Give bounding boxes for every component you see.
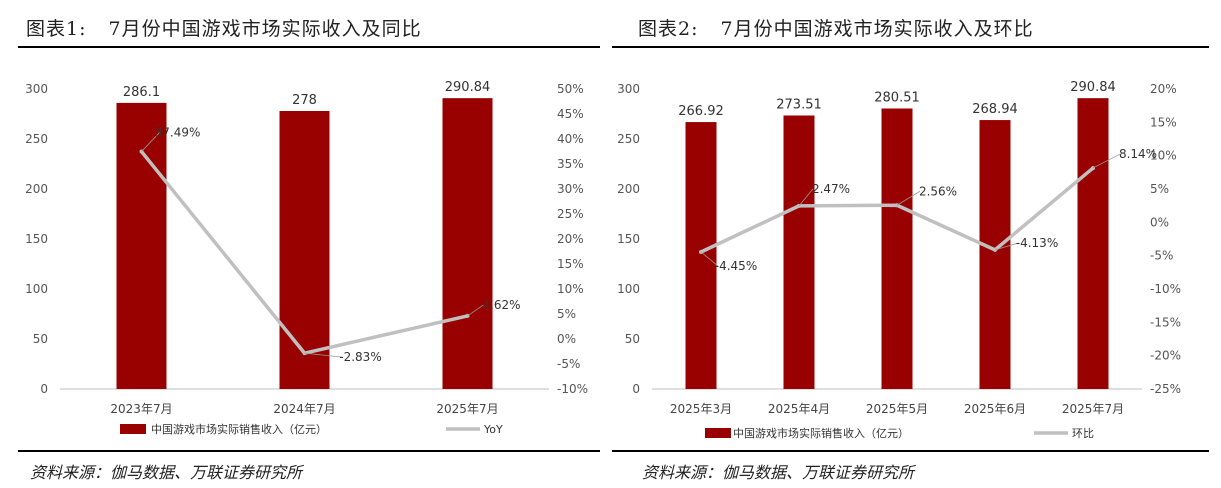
- legend-line-label: 环比: [1072, 427, 1094, 440]
- chart-2-title: 图表2: 7月份中国游戏市场实际收入及环比: [638, 18, 1034, 40]
- right-axis-tick-label: 20%: [557, 232, 584, 246]
- bar: [279, 111, 330, 389]
- line-data-label: -4.13%: [1016, 236, 1058, 250]
- source-rule: [612, 450, 1209, 452]
- right-axis-tick-label: -5%: [557, 357, 580, 371]
- right-axis-tick-label: 0%: [557, 332, 576, 346]
- category-label: 2024年7月: [273, 402, 335, 416]
- left-axis-tick-label: 150: [617, 232, 640, 246]
- category-label: 2025年7月: [1062, 402, 1124, 416]
- bar-data-label: 273.51: [776, 97, 822, 112]
- line-label-leader: [1092, 153, 1121, 169]
- right-axis-tick-label: 10%: [557, 282, 584, 296]
- chart-panel-1: 图表1: 7月份中国游戏市场实际收入及同比 0 50 100 150 200 250 300 -…: [0, 0, 600, 488]
- line-data-label: 4.62%: [482, 298, 520, 312]
- right-axis-tick-label: -15%: [1150, 315, 1181, 329]
- bar-data-label: 268.94: [972, 102, 1018, 117]
- line-label-leader: [994, 242, 1020, 251]
- category-label: 2023年7月: [110, 402, 172, 416]
- bar-data-label: 266.92: [678, 104, 724, 119]
- source-rule: [18, 450, 600, 452]
- bar: [442, 98, 493, 389]
- line-data-label: 37.49%: [155, 126, 201, 140]
- right-axis-tick-label: 50%: [557, 82, 584, 96]
- bar: [881, 108, 913, 390]
- left-axis-tick-label: 150: [25, 232, 48, 246]
- category-label: 2025年4月: [768, 402, 830, 416]
- category-label: 2025年7月: [436, 402, 498, 416]
- bar: [979, 120, 1011, 389]
- left-axis-tick-label: 250: [25, 132, 48, 146]
- right-axis-tick-label: -10%: [1150, 282, 1181, 296]
- title-rule: [18, 46, 600, 48]
- right-axis-tick-label: 10%: [1150, 149, 1177, 163]
- right-axis-tick-label: 5%: [557, 307, 576, 321]
- left-axis-tick-label: 200: [25, 182, 48, 196]
- left-axis-tick-label: 50: [33, 332, 48, 346]
- category-label: 2025年6月: [964, 402, 1026, 416]
- left-axis-tick-label: 250: [617, 132, 640, 146]
- right-axis-tick-label: 15%: [1150, 115, 1177, 129]
- line-label-leader: [467, 304, 484, 317]
- chart-1-source: 资料来源：伽马数据、万联证券研究所: [30, 463, 303, 482]
- line-label-leader: [798, 188, 814, 207]
- category-label: 2025年3月: [670, 402, 732, 416]
- left-axis-tick-label: 300: [25, 82, 48, 96]
- category-label: 2025年5月: [866, 402, 928, 416]
- left-axis-tick-label: 0: [40, 382, 48, 396]
- legend-bar-swatch: [705, 428, 731, 438]
- chart-2: 0 50 100 150 200 250 300 -25% -20% -15% -10% -5% 0% 5…: [617, 80, 1181, 440]
- bar-data-label: 280.51: [874, 90, 920, 105]
- right-axis-tick-label: 15%: [557, 257, 584, 271]
- bar-data-label: 278: [292, 93, 317, 108]
- right-axis-tick-label: -5%: [1150, 249, 1173, 263]
- left-axis-tick-label: 50: [625, 332, 640, 346]
- right-axis-tick-label: -10%: [557, 382, 588, 396]
- line-data-label: 2.47%: [812, 182, 850, 196]
- bar: [1077, 98, 1109, 389]
- legend-bar-swatch: [120, 424, 146, 434]
- bar: [685, 122, 717, 389]
- line-label-leader: [896, 190, 921, 206]
- line-data-label: 2.56%: [919, 184, 957, 198]
- legend-bar-label: 中国游戏市场实际销售收入（亿元）: [151, 422, 327, 436]
- right-axis-tick-label: 5%: [1150, 182, 1169, 196]
- legend-line-label: YoY: [483, 423, 503, 436]
- left-axis-tick-label: 100: [617, 282, 640, 296]
- chart-2-source: 资料来源：伽马数据、万联证券研究所: [642, 463, 915, 482]
- left-axis-tick-label: 0: [632, 382, 640, 396]
- title-rule: [612, 46, 1209, 48]
- legend-bar-label: 中国游戏市场实际销售收入（亿元）: [733, 426, 909, 440]
- left-axis-tick-label: 300: [617, 82, 640, 96]
- right-axis-tick-label: 40%: [557, 132, 584, 146]
- line-label-leader: [304, 352, 343, 358]
- right-axis-tick-label: 45%: [557, 107, 584, 121]
- right-axis-tick-label: 20%: [1150, 82, 1177, 96]
- line-label-leader: [700, 251, 719, 267]
- right-axis-tick-label: -20%: [1150, 349, 1181, 363]
- right-axis-tick-label: -25%: [1150, 382, 1181, 396]
- line-label-leader: [141, 132, 160, 152]
- chart-panel-2: 图表2: 7月份中国游戏市场实际收入及环比 0 50 100 150 200 250 300 -…: [612, 0, 1221, 488]
- right-axis-tick-label: 25%: [557, 207, 584, 221]
- chart-1-title: 图表1: 7月份中国游戏市场实际收入及同比: [26, 18, 422, 40]
- bar-data-label: 286.1: [123, 85, 160, 100]
- line-data-label: 8.14%: [1119, 147, 1157, 161]
- bar-data-label: 290.84: [1070, 80, 1116, 95]
- bar-data-label: 290.84: [445, 80, 491, 95]
- left-axis-tick-label: 200: [617, 182, 640, 196]
- left-axis-tick-label: 100: [25, 282, 48, 296]
- line-data-label: -2.83%: [339, 350, 381, 364]
- bar: [116, 102, 167, 390]
- right-axis-tick-label: 35%: [557, 157, 584, 171]
- line-data-label: -4.45%: [715, 259, 757, 273]
- chart-1: 0 50 100 150 200 250 300 -10% -5% 0% 5% 10% 15% 20% 25…: [25, 80, 588, 436]
- bar: [783, 115, 815, 390]
- right-axis-tick-label: 30%: [557, 182, 584, 196]
- right-axis-tick-label: 0%: [1150, 215, 1169, 229]
